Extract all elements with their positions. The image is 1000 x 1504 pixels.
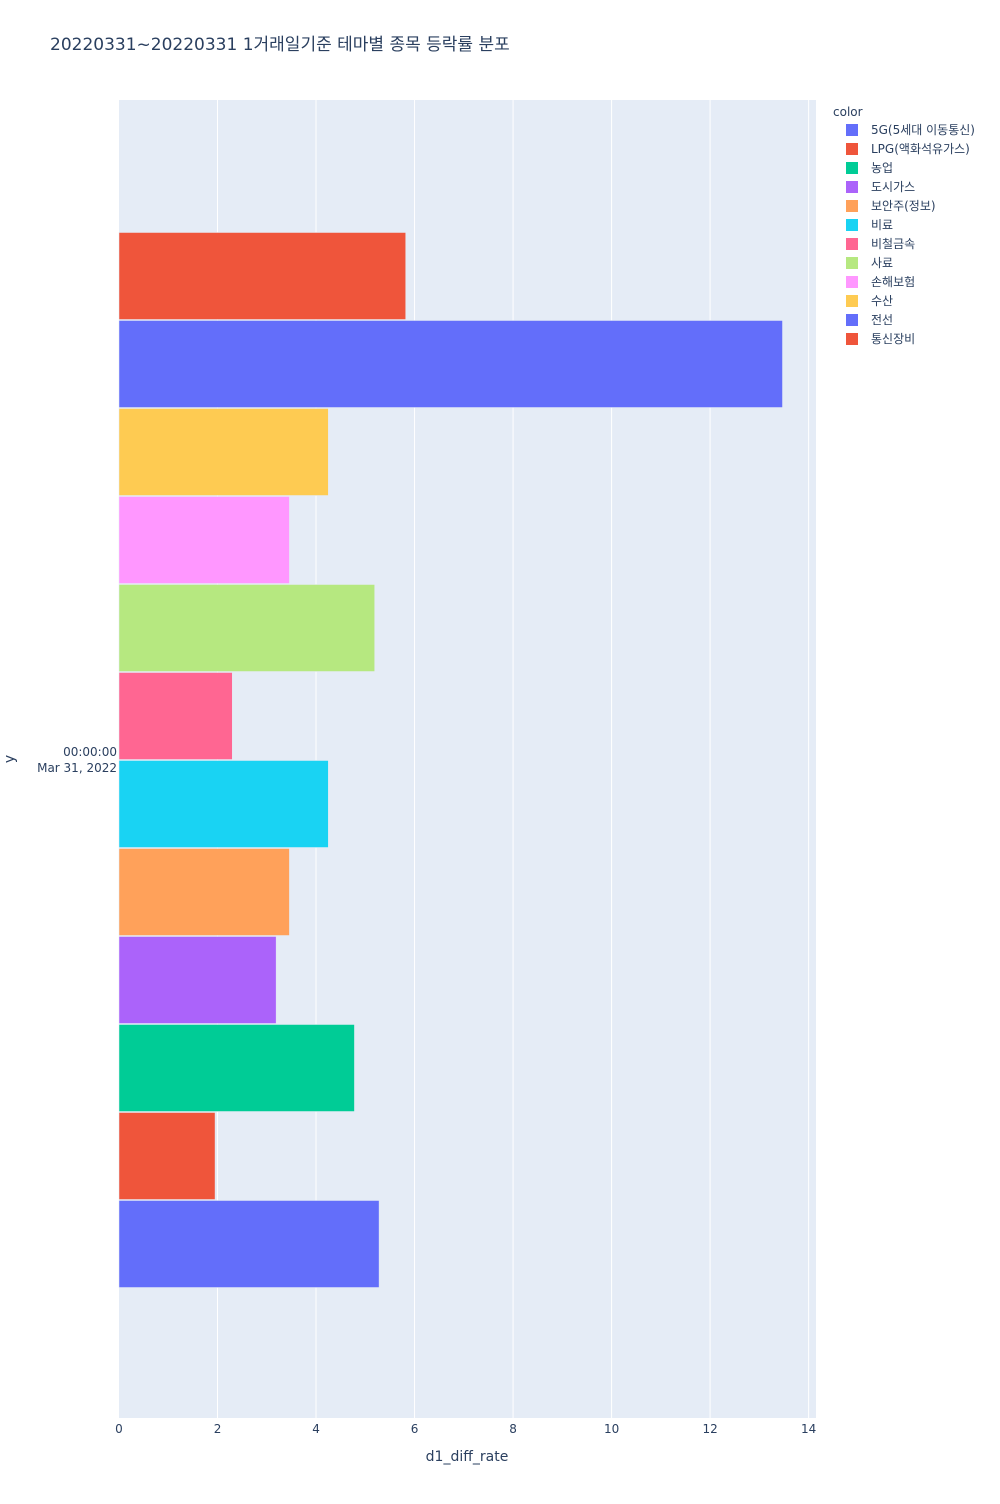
legend-label: 도시가스 (871, 180, 915, 194)
legend-swatch (846, 200, 858, 212)
x-tick-label: 12 (702, 1422, 717, 1436)
x-tick-label: 4 (312, 1422, 320, 1436)
legend-swatch (846, 295, 858, 307)
bar-series-1[interactable] (118, 1112, 216, 1200)
legend-item[interactable]: LPG(액화석유가스) (846, 142, 970, 156)
legend-swatch (846, 219, 858, 231)
legend-label: 5G(5세대 이동통신) (871, 123, 975, 137)
bar-series-6[interactable] (118, 672, 233, 760)
legend-label: 손해보험 (871, 275, 915, 289)
bar-series-3[interactable] (118, 936, 277, 1024)
x-tick-label: 8 (509, 1422, 517, 1436)
legend-item[interactable]: 농업 (846, 161, 893, 175)
legend-item[interactable]: 도시가스 (846, 180, 915, 194)
legend-item[interactable]: 손해보험 (846, 275, 915, 289)
legend-item[interactable]: 수산 (846, 294, 893, 308)
legend-label: 수산 (871, 294, 893, 308)
legend-label: 비철금속 (871, 237, 915, 251)
legend-swatch (846, 181, 858, 193)
y-axis-title: y (2, 755, 18, 763)
legend-title: color (833, 105, 863, 119)
legend-item[interactable]: 5G(5세대 이동통신) (846, 123, 975, 137)
bar-series-4[interactable] (118, 848, 290, 936)
legend-label: LPG(액화석유가스) (871, 142, 970, 156)
bar-series-0[interactable] (118, 1200, 380, 1288)
y-tick-label-time: 00:00:00 (63, 745, 117, 759)
legend-swatch (846, 276, 858, 288)
legend-swatch (846, 238, 858, 250)
x-tick-labels: 0 2 4 6 8 10 12 14 (115, 1422, 816, 1436)
bar-series-10[interactable] (118, 320, 783, 408)
legend-label: 농업 (871, 161, 893, 175)
x-tick-label: 2 (214, 1422, 222, 1436)
legend-item[interactable]: 비료 (846, 218, 893, 232)
legend-swatch (846, 257, 858, 269)
bars (118, 232, 783, 1288)
legend-item[interactable]: 비철금속 (846, 237, 915, 251)
legend-swatch (846, 162, 858, 174)
legend-swatch (846, 333, 858, 345)
x-tick-label: 10 (604, 1422, 619, 1436)
legend-item[interactable]: 사료 (846, 256, 893, 270)
legend-swatch (846, 143, 858, 155)
bar-series-5[interactable] (118, 760, 329, 848)
chart-title: 20220331~20220331 1거래일기준 테마별 종목 등락률 분포 (50, 35, 510, 55)
legend-label: 보안주(정보) (871, 199, 936, 213)
legend-swatch (846, 314, 858, 326)
legend-swatch (846, 124, 858, 136)
bar-series-2[interactable] (118, 1024, 355, 1112)
x-tick-label: 14 (801, 1422, 816, 1436)
bar-series-9[interactable] (118, 408, 329, 496)
x-axis-title: d1_diff_rate (426, 1449, 509, 1465)
bar-series-7[interactable] (118, 584, 375, 672)
legend-label: 전선 (871, 313, 893, 327)
legend-item[interactable]: 보안주(정보) (846, 199, 936, 213)
y-tick-label-date: Mar 31, 2022 (37, 761, 117, 775)
legend-label: 사료 (871, 256, 893, 270)
bar-series-8[interactable] (118, 496, 290, 584)
legend-item[interactable]: 통신장비 (846, 332, 915, 346)
legend-item[interactable]: 전선 (846, 313, 893, 327)
x-tick-label: 6 (411, 1422, 419, 1436)
bar-series-11[interactable] (118, 232, 406, 320)
legend-label: 비료 (871, 218, 893, 232)
legend-label: 통신장비 (871, 332, 915, 346)
x-tick-label: 0 (115, 1422, 123, 1436)
